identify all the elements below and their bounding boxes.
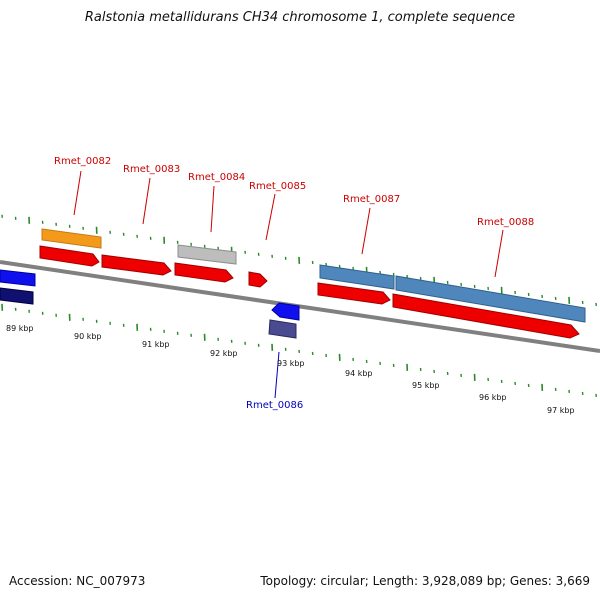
gene-feature-rmet-0086[interactable]	[268, 319, 297, 339]
scale-label-90: 90 kbp	[74, 332, 102, 341]
accession-text: Accession: NC_007973	[9, 574, 146, 588]
gene-feature-rmet-0084[interactable]	[177, 244, 237, 265]
cds-arrow-rmet-0082[interactable]	[39, 245, 100, 267]
map-title: Ralstonia metallidurans CH34 chromosome …	[84, 10, 516, 25]
gene-label-rmet-0084[interactable]: Rmet_0084	[188, 172, 245, 183]
gene-feature-left-navy[interactable]	[0, 287, 34, 305]
gene-feature-rmet-0082[interactable]	[41, 228, 102, 249]
cds-arrow-rmet-0084[interactable]	[174, 262, 234, 283]
gene-label-rmet-0087[interactable]: Rmet_0087	[343, 194, 400, 205]
scale-label-94: 94 kbp	[345, 369, 373, 378]
cds-arrow-rmet-0088[interactable]	[392, 293, 580, 339]
cds-arrow-rmet-0086[interactable]	[271, 302, 300, 321]
gene-label-rmet-0082[interactable]: Rmet_0082	[54, 156, 111, 167]
gene-feature-rmet-0088[interactable]	[395, 275, 586, 323]
gene-label-rmet-0085[interactable]: Rmet_0085	[249, 181, 306, 192]
gene-feature-left-blue[interactable]	[0, 269, 36, 287]
gene-label-rmet-0083[interactable]: Rmet_0083	[123, 164, 180, 175]
scale-label-95: 95 kbp	[412, 381, 440, 390]
cds-arrow-rmet-0083[interactable]	[101, 254, 172, 276]
cds-arrow-rmet-0085[interactable]	[248, 271, 268, 288]
gene-feature-rmet-0087[interactable]	[319, 264, 395, 290]
label-leaders	[73, 170, 504, 399]
gene-label-rmet-0086[interactable]: Rmet_0086	[246, 400, 303, 411]
scale-label-92: 92 kbp	[210, 349, 238, 358]
chromosome-backbone	[0, 260, 600, 353]
scale-label-93: 93 kbp	[277, 359, 305, 368]
cds-arrow-rmet-0087[interactable]	[317, 282, 391, 305]
lower-tick-row	[1, 303, 597, 397]
scale-label-91: 91 kbp	[142, 340, 170, 349]
genome-summary-text: Topology: circular; Length: 3,928,089 bp…	[260, 574, 590, 588]
scale-label-97: 97 kbp	[547, 406, 575, 415]
scale-label-89: 89 kbp	[6, 324, 34, 333]
scale-label-96: 96 kbp	[479, 393, 507, 402]
gene-label-rmet-0088[interactable]: Rmet_0088	[477, 217, 534, 228]
